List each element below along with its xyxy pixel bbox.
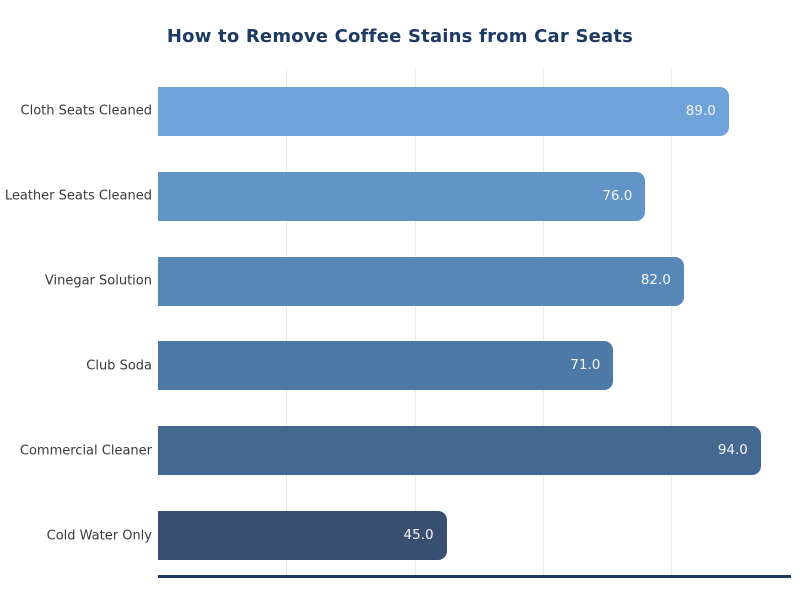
bar: 82.0 xyxy=(158,256,684,306)
bar: 45.0 xyxy=(158,511,447,561)
bar-value-label: 94.0 xyxy=(717,442,748,459)
gridline xyxy=(286,69,288,575)
gridline xyxy=(671,69,673,575)
x-axis-line xyxy=(158,575,791,578)
category-label: Cloth Seats Cleaned xyxy=(20,103,152,119)
bar-value-label: 71.0 xyxy=(570,357,601,374)
category-label: Club Soda xyxy=(86,358,152,374)
category-label: Vinegar Solution xyxy=(44,273,152,289)
bar: 94.0 xyxy=(158,426,761,476)
category-label: Commercial Cleaner xyxy=(19,443,152,459)
bar-value-label: 76.0 xyxy=(602,187,633,204)
gridline xyxy=(414,69,416,575)
bar-value-label: 89.0 xyxy=(685,102,716,119)
category-label: Cold Water Only xyxy=(46,528,152,544)
chart-title: How to Remove Coffee Stains from Car Sea… xyxy=(166,26,634,47)
gridline xyxy=(542,69,544,575)
bar: 89.0 xyxy=(158,86,729,136)
bar-value-label: 82.0 xyxy=(640,272,671,289)
category-label: Leather Seats Cleaned xyxy=(4,188,152,204)
bar: 71.0 xyxy=(158,341,614,391)
plot-area: 89.0 76.0 82.0 71.0 94.0 45.0 xyxy=(158,69,791,578)
bar-value-label: 45.0 xyxy=(403,526,434,543)
bar: 76.0 xyxy=(158,171,646,221)
